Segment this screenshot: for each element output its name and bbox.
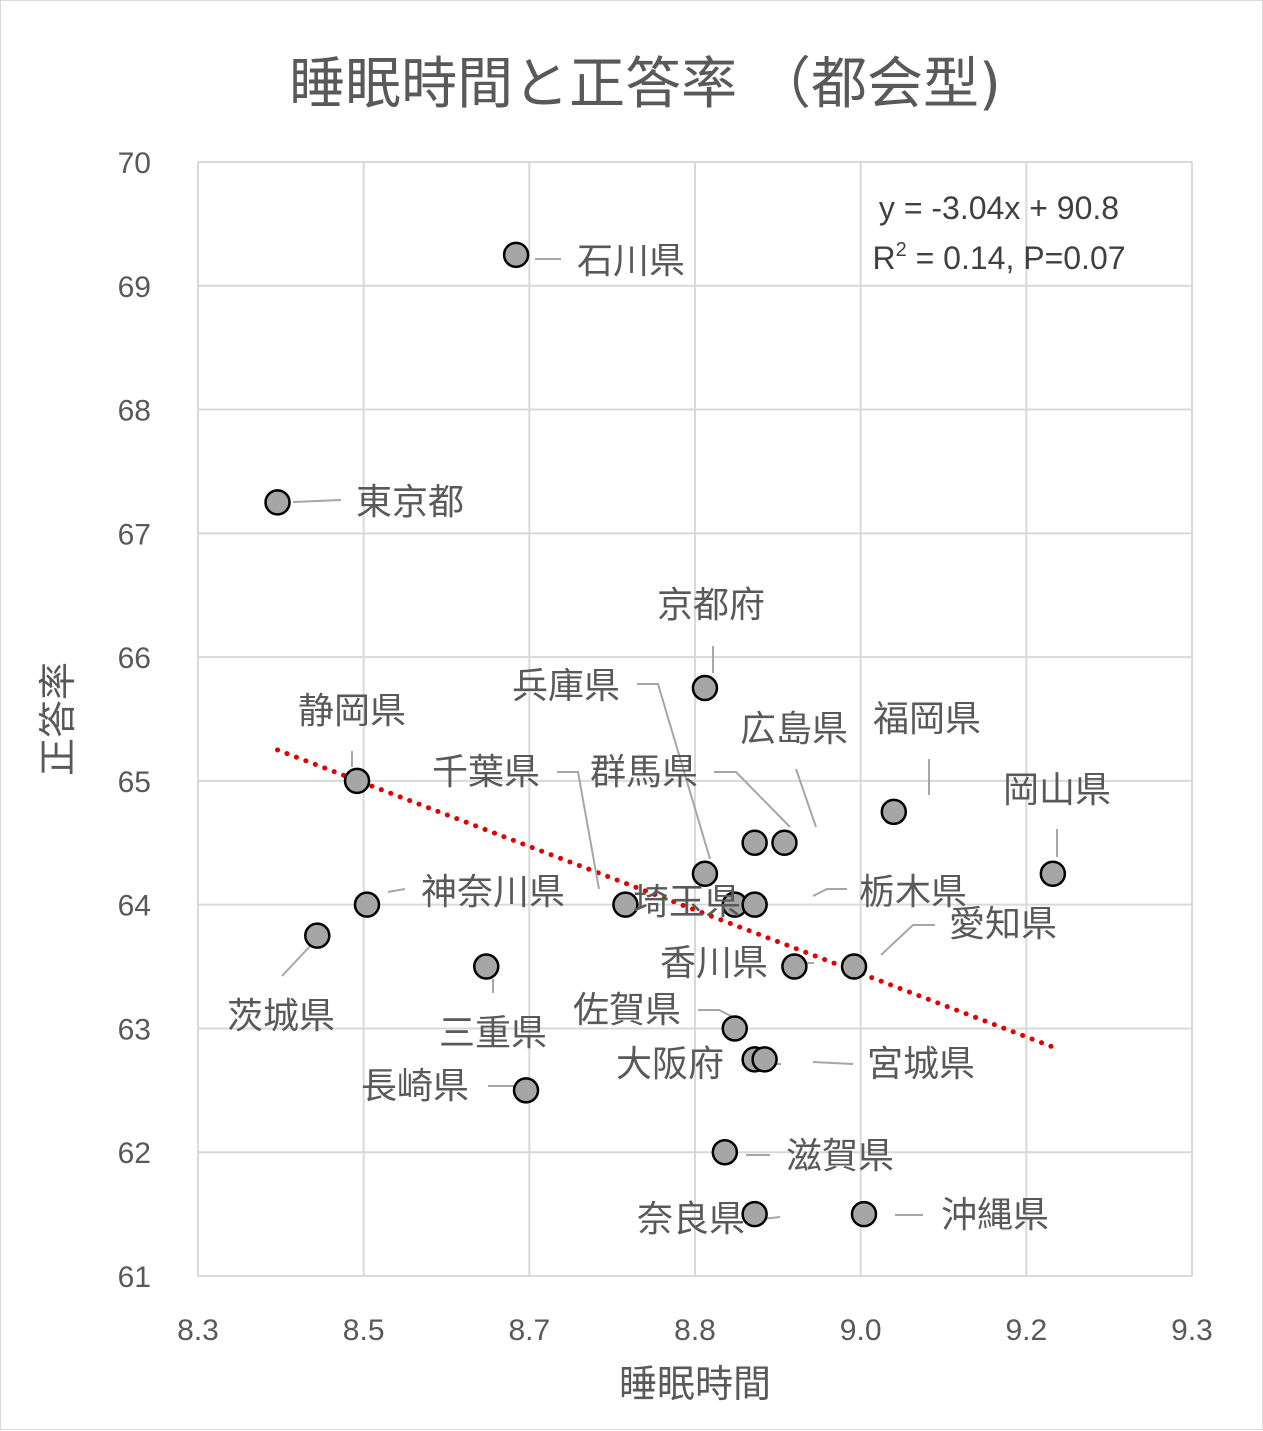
point-label: 茨城県: [227, 996, 335, 1037]
point-label: 香川県: [660, 943, 768, 984]
data-point[interactable]: [741, 891, 768, 918]
y-axis-label: 正答率: [36, 662, 80, 776]
data-point[interactable]: [711, 1138, 739, 1166]
point-label: 三重県: [439, 1013, 547, 1054]
point-label: 群馬県: [590, 752, 698, 793]
x-tick-label: 9.0: [840, 1314, 882, 1347]
point-label: 栃木県: [859, 872, 967, 913]
y-tick-label: 66: [118, 642, 151, 675]
point-label: 埼玉県: [633, 882, 741, 923]
leader-line: [714, 771, 791, 828]
data-point[interactable]: [741, 1200, 768, 1228]
data-point[interactable]: [1039, 860, 1067, 887]
point-label: 佐賀県: [573, 990, 681, 1031]
data-point[interactable]: [880, 798, 908, 826]
leader-line: [281, 942, 314, 977]
x-axis-label: 睡眠時間: [619, 1362, 771, 1406]
data-point[interactable]: [264, 489, 291, 516]
trendline-path: [275, 747, 1056, 1050]
x-tick-label: 9.2: [1005, 1314, 1047, 1347]
leader-lines: [281, 258, 1058, 1220]
point-label: 兵庫県: [512, 666, 620, 707]
leader-line: [292, 499, 342, 503]
data-point[interactable]: [343, 767, 371, 795]
point-label: 岡山県: [1003, 770, 1111, 811]
leader-line: [637, 683, 711, 860]
leader-line: [812, 1061, 854, 1065]
data-point[interactable]: [850, 1200, 878, 1228]
y-tick-label: 69: [118, 271, 151, 304]
x-tick-label: 9.3: [1171, 1314, 1213, 1347]
point-label: 広島県: [740, 709, 848, 750]
point-label: 長崎県: [361, 1066, 469, 1107]
leader-line: [812, 888, 847, 897]
tick-labels: 61 62 63 64 65 66 67 68 69 70 8.3 8.5 8.7 8.8 9.0 9.2 9.…: [118, 147, 1213, 1347]
x-tick-label: 8.7: [508, 1314, 550, 1347]
data-point[interactable]: [741, 829, 768, 857]
data-point[interactable]: [751, 1046, 778, 1073]
data-point[interactable]: [304, 922, 331, 949]
leader-line: [557, 771, 600, 890]
x-tick-label: 8.5: [343, 1314, 385, 1347]
data-point[interactable]: [771, 829, 798, 857]
y-tick-label: 67: [118, 518, 151, 551]
leader-line: [880, 924, 935, 956]
x-tick-label: 8.3: [177, 1314, 219, 1347]
y-tick-label: 70: [118, 147, 151, 180]
point-label: 沖縄県: [941, 1195, 1049, 1236]
data-point[interactable]: [691, 860, 719, 887]
point-label: 千葉県: [432, 752, 540, 793]
y-tick-label: 64: [118, 890, 151, 923]
point-label: 東京都: [356, 482, 464, 523]
data-point[interactable]: [691, 674, 719, 702]
trendline-r2: R2 = 0.14, P=0.07: [872, 239, 1125, 276]
y-tick-label: 62: [118, 1137, 151, 1170]
point-label: 福岡県: [873, 699, 981, 740]
data-point[interactable]: [353, 891, 381, 918]
trendline: [275, 747, 1056, 1050]
leader-line: [387, 888, 406, 893]
point-label: 滋賀県: [786, 1136, 894, 1177]
leader-line: [795, 768, 817, 828]
y-tick-label: 68: [118, 395, 151, 428]
data-points: [264, 241, 1067, 1228]
point-label: 静岡県: [298, 691, 406, 732]
data-point[interactable]: [840, 953, 868, 980]
y-tick-label: 65: [118, 766, 151, 799]
point-label: 大阪府: [616, 1044, 724, 1085]
y-tick-label: 63: [118, 1013, 151, 1046]
point-label: 京都府: [657, 585, 765, 626]
chart-title: 睡眠時間と正答率 （都会型): [289, 52, 1001, 117]
point-label: 神奈川県: [421, 872, 565, 913]
x-tick-label: 8.8: [674, 1314, 716, 1347]
y-tick-label: 61: [118, 1261, 151, 1294]
point-label: 愛知県: [949, 904, 1057, 945]
data-point[interactable]: [512, 1077, 540, 1104]
point-label: 宮城県: [867, 1044, 975, 1085]
data-point[interactable]: [781, 953, 808, 980]
data-point[interactable]: [502, 241, 530, 269]
data-point[interactable]: [473, 953, 500, 980]
point-label: 奈良県: [637, 1199, 745, 1240]
data-point[interactable]: [612, 891, 639, 918]
point-label: 石川県: [577, 241, 685, 282]
data-point[interactable]: [721, 1015, 749, 1042]
trendline-equation: y = -3.04x + 90.8: [879, 190, 1119, 226]
